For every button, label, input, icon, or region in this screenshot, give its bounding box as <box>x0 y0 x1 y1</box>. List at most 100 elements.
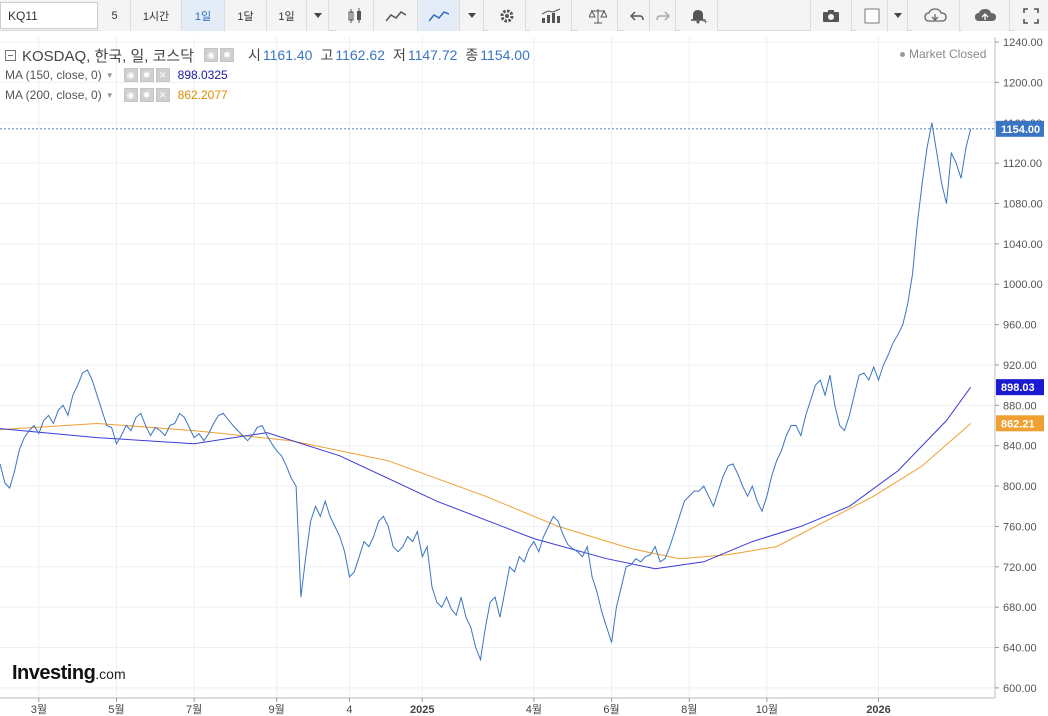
eye-icon[interactable]: ◉ <box>204 48 218 62</box>
price-axis-tags: 1154.00 898.03 862.21 <box>996 120 1044 432</box>
y-tick-label: 1080.00 <box>1003 199 1043 211</box>
y-tick-label: 920.00 <box>1003 360 1037 372</box>
line-chart-icon[interactable] <box>418 0 460 31</box>
ma200-line <box>0 422 972 560</box>
market-status: Market Closed <box>900 47 986 61</box>
add-alert-bell-icon[interactable]: + <box>680 0 718 31</box>
y-tick-label: 1120.00 <box>1003 158 1042 170</box>
fullscreen-icon[interactable] <box>1014 0 1048 31</box>
cloud-download-icon[interactable] <box>912 0 960 31</box>
main-series-legend: KOSDAQ, 한국, 일, 코스닥 ◉ ✱ 시 1161.40 고 1162.… <box>5 45 530 65</box>
indicators-icon[interactable] <box>530 0 572 31</box>
settings-gear-icon[interactable] <box>488 0 526 31</box>
eye-icon[interactable]: ◉ <box>123 88 138 102</box>
cloud-upload-icon[interactable] <box>962 0 1010 31</box>
x-tick-label: 4월 <box>526 703 542 716</box>
y-tick-label: 600.00 <box>1003 683 1037 695</box>
ma200-controls: ◉ ✱ ✕ <box>123 88 172 102</box>
series-title: KOSDAQ, 한국, 일, 코스닥 <box>22 47 194 65</box>
y-tick-label: 640.00 <box>1003 643 1037 655</box>
x-tick-label: 8월 <box>681 703 697 716</box>
y-tick-label: 800.00 <box>1003 481 1037 493</box>
gear-icon[interactable]: ✱ <box>139 68 154 82</box>
interval-1h[interactable]: 1시간 <box>131 0 182 31</box>
ma150-line <box>0 386 972 570</box>
collapse-legend-icon[interactable] <box>5 49 16 61</box>
open-value: 1161.40 <box>262 47 313 63</box>
y-tick-label: 1000.00 <box>1003 279 1043 291</box>
price-axis[interactable]: 600.00 640.00 680.00 720.00 760.00 800.00 840.… <box>995 37 1043 695</box>
close-label: 종 <box>465 47 479 63</box>
svg-text:+: + <box>703 17 708 24</box>
screenshot-camera-icon[interactable] <box>810 0 852 31</box>
candlestick-icon[interactable] <box>336 0 374 31</box>
series-controls: ◉ ✱ <box>204 48 236 62</box>
low-label: 저 <box>392 47 406 63</box>
ma200-label: MA (200, close, 0) <box>5 88 102 102</box>
ma200-dropdown-icon[interactable]: ▼ <box>105 90 114 100</box>
symbol-input[interactable]: KQ11 <box>0 2 98 29</box>
ma150-polyline <box>0 386 972 570</box>
chart-legend: KOSDAQ, 한국, 일, 코스닥 ◉ ✱ 시 1161.40 고 1162.… <box>5 45 530 105</box>
x-tick-label: 4 <box>346 704 352 716</box>
close-icon[interactable]: ✕ <box>155 68 170 82</box>
y-tick-label: 960.00 <box>1003 320 1037 332</box>
price-polyline <box>0 122 972 662</box>
x-tick-label: 9월 <box>269 703 285 716</box>
gear-icon[interactable]: ✱ <box>139 88 154 102</box>
x-tick-label: 2026 <box>866 704 890 716</box>
mountain-chart-icon[interactable] <box>374 0 418 31</box>
layout-dropdown-icon[interactable] <box>888 0 908 31</box>
y-tick-label: 1200.00 <box>1003 77 1043 89</box>
ma150-label: MA (150, close, 0) <box>5 68 102 82</box>
time-axis[interactable]: 3월 5월 7월 9월 4 2025 4월 6월 8월 10월 2026 <box>31 698 891 716</box>
y-tick-label: 1040.00 <box>1003 239 1043 251</box>
x-tick-label: 2025 <box>410 704 434 716</box>
logo-sub: .com <box>95 666 126 682</box>
last-price-tag-bg <box>996 120 1044 137</box>
redo-icon[interactable] <box>650 0 676 31</box>
interval-5[interactable]: 5 <box>99 0 131 31</box>
status-dot-icon <box>900 52 905 58</box>
compare-scale-icon[interactable] <box>578 0 618 31</box>
x-tick-label: 6월 <box>603 703 619 716</box>
ma200-legend: MA (200, close, 0) ▼ ◉ ✱ ✕ 862.2077 <box>5 85 530 105</box>
interval-1d[interactable]: 1일 <box>182 0 225 31</box>
y-tick-label: 680.00 <box>1003 602 1037 614</box>
close-icon[interactable]: ✕ <box>155 88 170 102</box>
low-value: 1147.72 <box>407 47 458 63</box>
interval-1m[interactable]: 1달 <box>225 0 267 31</box>
chart-grid <box>0 37 995 698</box>
ma200-tag: 862.21 <box>1001 418 1035 430</box>
open-label: 시 <box>248 47 261 63</box>
ma200-polyline <box>0 422 972 560</box>
ma150-value: 898.0325 <box>177 68 228 82</box>
y-tick-label: 880.00 <box>1003 400 1037 412</box>
x-tick-label: 5월 <box>108 703 124 716</box>
high-value: 1162.62 <box>335 47 385 63</box>
ma150-tag-bg <box>996 379 1044 396</box>
ma200-value: 862.2077 <box>177 88 228 102</box>
interval-dropdown-icon[interactable] <box>307 0 329 31</box>
logo-main: Investing <box>12 662 96 684</box>
y-tick-label: 760.00 <box>1003 521 1037 533</box>
last-price-tag: 1154.00 <box>1001 124 1040 136</box>
undo-icon[interactable] <box>624 0 650 31</box>
y-tick-label: 840.00 <box>1003 441 1037 453</box>
close-value: 1154.00 <box>480 47 530 63</box>
chart-type-dropdown-icon[interactable] <box>460 0 484 31</box>
ma150-controls: ◉ ✱ ✕ <box>123 68 172 82</box>
high-label: 고 <box>320 47 334 63</box>
eye-icon[interactable]: ◉ <box>123 68 138 82</box>
ma150-dropdown-icon[interactable]: ▼ <box>105 70 114 80</box>
interval-custom[interactable]: 1일 <box>267 0 307 31</box>
x-tick-label: 3월 <box>31 703 47 716</box>
x-tick-label: 7월 <box>186 703 202 716</box>
layout-square-icon[interactable] <box>856 0 888 31</box>
y-tick-label: 720.00 <box>1003 562 1037 574</box>
investing-logo: Investing.com <box>12 662 126 685</box>
gear-icon[interactable]: ✱ <box>220 48 234 62</box>
price-line <box>0 122 972 662</box>
ma150-legend: MA (150, close, 0) ▼ ◉ ✱ ✕ 898.0325 <box>5 65 530 85</box>
